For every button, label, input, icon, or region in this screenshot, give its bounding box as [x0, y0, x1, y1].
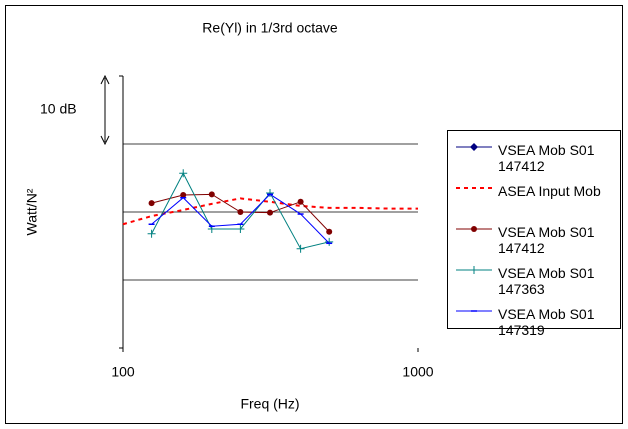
point	[471, 226, 477, 232]
point	[297, 198, 304, 205]
legend-item: VSEA Mob S01 147412	[448, 219, 620, 259]
legend-swatch	[456, 143, 492, 151]
legend-label: VSEA Mob S01 147319	[498, 306, 595, 338]
legend-item: ASEA Input Mob	[448, 178, 620, 218]
annotation-arrowheads	[100, 74, 110, 146]
legend-label: VSEA Mob S01 147363	[498, 265, 595, 297]
point	[236, 225, 245, 233]
point	[326, 228, 333, 235]
point	[237, 209, 244, 215]
point	[208, 191, 215, 198]
point	[147, 229, 156, 238]
point	[296, 244, 305, 253]
point	[180, 192, 187, 198]
annotation: 10 dB	[40, 101, 77, 117]
legend-swatch	[456, 187, 492, 189]
point	[179, 169, 188, 178]
legend-swatch	[456, 266, 492, 274]
x-tick-label: 100	[111, 364, 135, 380]
chart-title: Re(Yl) in 1/3rd octave	[202, 20, 338, 36]
legend-item: VSEA Mob S01 147363	[448, 260, 620, 300]
legend-swatch	[456, 226, 492, 232]
legend-item: VSEA Mob S01 147412	[448, 137, 620, 177]
x-axis-label: Freq (Hz)	[240, 396, 299, 412]
point	[266, 188, 275, 197]
point	[267, 209, 274, 216]
x-tick-label: 1000	[402, 364, 433, 380]
legend-label: VSEA Mob S01 147412	[498, 142, 595, 174]
point	[470, 143, 478, 151]
point	[325, 237, 334, 246]
legend-item: VSEA Mob S01 147319	[448, 301, 620, 341]
point	[470, 266, 478, 274]
legend-swatch	[456, 310, 492, 312]
legend: VSEA Mob S01 147412 ASEA Input Mob VSEA Mo…	[447, 130, 621, 338]
legend-label: VSEA Mob S01 147412	[498, 224, 595, 256]
y-axis-label: Watt/N²	[24, 188, 40, 235]
series-line	[122, 197, 418, 226]
legend-label: ASEA Input Mob	[498, 183, 601, 199]
point	[148, 200, 155, 207]
